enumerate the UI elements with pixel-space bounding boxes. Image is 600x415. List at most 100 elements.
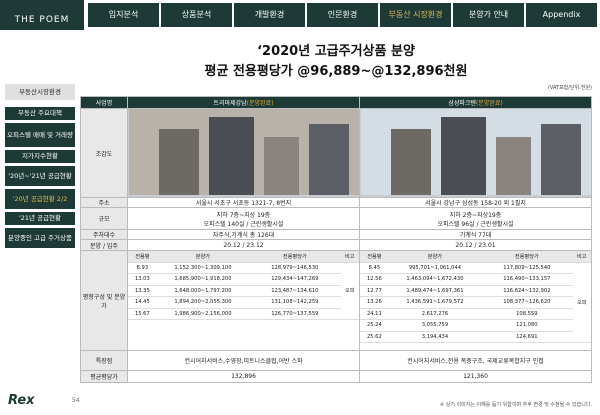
unit-cell: 3,055,759 <box>388 319 482 332</box>
unit-cell: 1,152,300~1,309,100 <box>156 262 250 274</box>
cell: 132,896 <box>127 370 360 383</box>
unit-cell: 12.77 <box>360 285 389 297</box>
title-line: ‘2020년 고급주거상품 분양 <box>257 44 415 59</box>
unit-header-cell: 전용평당가 <box>249 251 341 263</box>
table-row: 주소 서울시 서초구 서초동 1321-7, 8번지 서울시 강남구 삼성동 158… <box>80 197 592 208</box>
unit-cell: 117,809~125,540 <box>481 262 573 274</box>
unit-table-cell: 전용평 분양가 전용평당가 비고 8.93 1,152,300~1,309,100 128,… <box>127 250 360 351</box>
unit-note: 오피 <box>572 262 591 343</box>
unit-row: 13.26 1,436,591~1,679,572 108,377~126,620 <box>360 296 591 309</box>
scale-line: 오피스텔 96실 / 근린생활시설 <box>437 220 514 228</box>
cell: 121,360 <box>359 370 592 383</box>
unit-row: 12.77 1,489,474~1,697,361 116,624~132,902 <box>360 285 591 297</box>
sidebar-item[interactable]: 부동산 주요대책 <box>5 107 75 120</box>
scale-line: 지하 7층~지상 19층 <box>216 211 271 219</box>
unit-row: 14.45 1,894,200~2,055,300 131,108~142,259 <box>128 296 359 309</box>
unit-row: 25.62 3,194,434 124,691 <box>360 331 591 343</box>
unit-body: 전용평 분양가 전용평당가 비고 8.45 995,701~1,061,044 117,80… <box>360 251 591 343</box>
unit-cell: 13.03 <box>128 273 157 286</box>
unit-cell: 1,894,200~2,055,300 <box>156 296 250 309</box>
unit-row: 12.56 1,463,094~1,672,430 116,490~133,157 <box>360 273 591 286</box>
nav-tab[interactable]: 상품분석 <box>161 3 232 27</box>
row-label: 평형구성 및 분양가 <box>80 250 128 351</box>
unit-cell: 124,691 <box>481 331 573 343</box>
row-label: 주차대수 <box>80 229 128 240</box>
unit-cell: 14.45 <box>128 296 157 309</box>
sidebar-title: 부동산시장환경 <box>5 84 75 100</box>
building-image <box>128 109 359 195</box>
unit-cell: 15.67 <box>128 308 157 320</box>
scale: 지하 7층~지상 19층 오피스텔 140실 / 근린생활시설 <box>127 207 360 230</box>
unit-body: 전용평 분양가 전용평당가 비고 8.93 1,152,300~1,309,100 128,… <box>128 251 359 320</box>
row-label: 사업명 <box>80 96 128 109</box>
table-row: 분양 / 입주 20.12 / 23.12 20.12 / 23.01 <box>80 239 592 251</box>
status: (분양완료) <box>246 100 274 107</box>
unit-row: 13.35 1,648,000~1,797,200 123,487~134,610 <box>128 285 359 297</box>
row-label: 평균평당가 <box>80 370 128 383</box>
rendering <box>127 108 360 198</box>
unit-row: 8.93 1,152,300~1,309,100 128,979~146,530 오피 <box>128 262 359 320</box>
sidebar-item[interactable]: 분양중인 고급 주거상품 <box>5 228 75 248</box>
table-row: 평형구성 및 분양가 전용평 분양가 전용평당가 비고 8.93 1,152,300~1,3… <box>80 250 592 351</box>
table-row: 특장점 컨시어지서비스,수영장,피트니스클럽,어반 스파 컨시어지서비스,전용 복층… <box>80 350 592 371</box>
disclaimer: ※ 상기 이미지는 이해를 돕기 위함이며 추후 변경 및 수정될 수 있습니다… <box>439 402 592 408</box>
unit-cell: 131,108~142,259 <box>249 296 341 309</box>
rendering <box>359 108 592 198</box>
unit-header-cell: 비고 <box>572 251 591 263</box>
logo: THE POEM <box>0 0 84 30</box>
unit-row: 25.24 3,055,759 121,080 <box>360 319 591 332</box>
unit-cell: 13.35 <box>128 285 157 297</box>
nav-tab[interactable]: 인문환경 <box>307 3 378 27</box>
unit-row: 24.11 2,617,276 108,559 <box>360 308 591 320</box>
cell: 20.12 / 23.12 <box>127 239 360 251</box>
unit-header: 전용평 분양가 전용평당가 비고 <box>360 251 591 263</box>
table-row: 사업명 트리마제강남(분양완료) 삼성파크텐(분양완료) <box>80 96 592 109</box>
unit-cell: 25.24 <box>360 319 389 332</box>
cell: 컨시어지서비스,수영장,피트니스클럽,어반 스파 <box>127 350 360 371</box>
sidebar-item[interactable]: '20년~'21년 공급현황 <box>5 166 75 186</box>
unit-table-cell: 전용평 분양가 전용평당가 비고 8.45 995,701~1,061,044 117,80… <box>359 250 592 351</box>
nav-tab[interactable]: 개발환경 <box>234 3 305 27</box>
nav-tab[interactable]: Appendix <box>526 3 597 27</box>
unit-cell: 1,436,591~1,679,572 <box>388 296 482 309</box>
project-name: 삼성파크텐(분양완료) <box>359 96 592 109</box>
nav-tab[interactable]: 분양가 안내 <box>453 3 524 27</box>
cell: 20.12 / 23.01 <box>359 239 592 251</box>
unit-table: 전용평 분양가 전용평당가 비고 8.93 1,152,300~1,309,100 128,… <box>128 251 359 320</box>
unit-header-cell: 전용평당가 <box>481 251 573 263</box>
nav-tab[interactable]: 입지분석 <box>88 3 159 27</box>
cell: 기계식 77대 <box>359 229 592 240</box>
scale-line: 지하 2층~지상19층 <box>449 211 502 219</box>
nav-tab[interactable]: 부동산 시장환경 <box>380 3 451 27</box>
unit-row: 15.67 1,986,900~2,156,000 126,770~137,559 <box>128 308 359 320</box>
scale: 지하 2층~지상19층 오피스텔 96실 / 근린생활시설 <box>359 207 592 230</box>
unit-cell: 129,434~147,269 <box>249 273 341 286</box>
unit-cell: 126,770~137,559 <box>249 308 341 320</box>
table-row: 조감도 <box>80 108 592 198</box>
table-row: 규모 지하 7층~지상 19층 오피스텔 140실 / 근린생활시설 지하 2층~지상… <box>80 207 592 230</box>
unit-cell: 121,080 <box>481 319 573 332</box>
unit-cell: 1,489,474~1,697,361 <box>388 285 482 297</box>
unit-table: 전용평 분양가 전용평당가 비고 8.45 995,701~1,061,044 117,80… <box>360 251 591 343</box>
unit-cell: 1,463,094~1,672,430 <box>388 273 482 286</box>
sidebar-item[interactable]: '21년 공급현황 <box>5 212 75 225</box>
unit-cell: 13.26 <box>360 296 389 309</box>
table-row: 평균평당가 132,896 121,360 <box>80 370 592 383</box>
sidebar-item[interactable]: 지가지수현황 <box>5 150 75 163</box>
unit-cell: 25.62 <box>360 331 389 343</box>
row-label: 분양 / 입주 <box>80 239 128 251</box>
unit-row: 8.45 995,701~1,061,044 117,809~125,540 오피 <box>360 262 591 343</box>
unit-header: 전용평 분양가 전용평당가 비고 <box>128 251 359 263</box>
unit-cell: 116,624~132,902 <box>481 285 573 297</box>
unit-header-cell: 분양가 <box>156 251 250 263</box>
cell: 서울시 강남구 삼성동 158-20 외 1필지 <box>359 197 592 208</box>
comparison-table: 사업명 트리마제강남(분양완료) 삼성파크텐(분양완료) 조감도 주소 서울시 서초구 서… <box>80 96 592 383</box>
sidebar-item[interactable]: 오피스텔 매매 및 거래량 <box>5 123 75 147</box>
cell: 컨시어지서비스,전용 복층구조, 국제교류복합지구 인접 <box>359 350 592 371</box>
status: (분양완료) <box>475 100 503 107</box>
sidebar-item[interactable]: '20년 공급현황 2/2 <box>5 189 75 209</box>
unit-cell: 123,487~134,610 <box>249 285 341 297</box>
unit-cell: 12.56 <box>360 273 389 286</box>
unit-cell: 995,701~1,061,044 <box>388 262 482 274</box>
